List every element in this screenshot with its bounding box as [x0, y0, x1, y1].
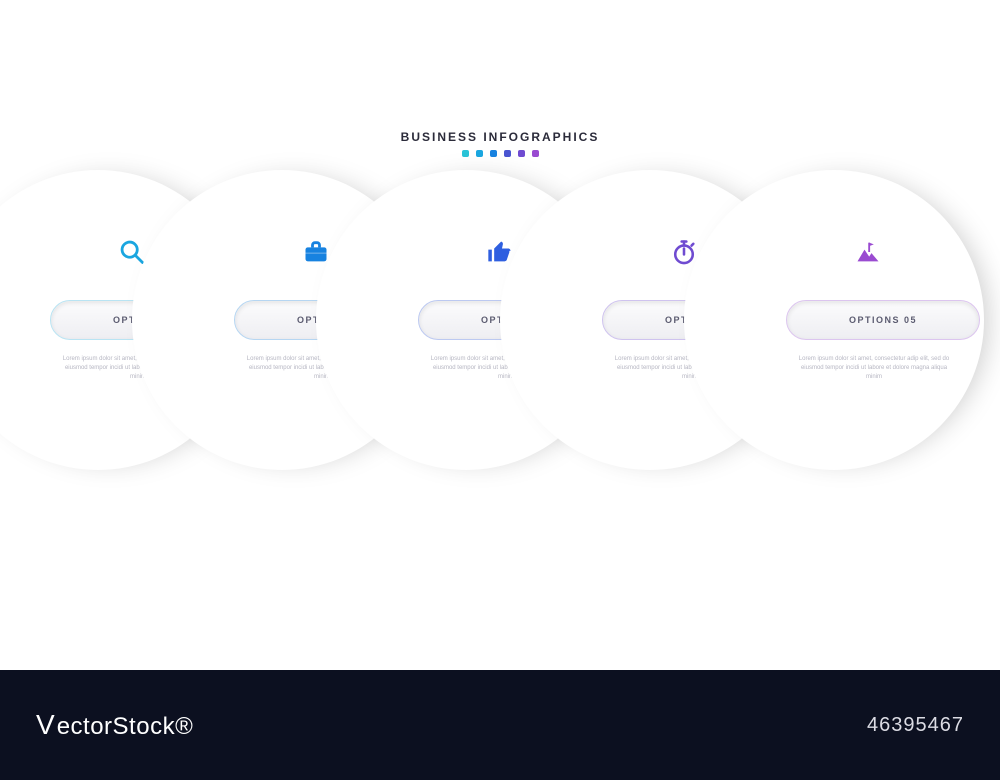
steps-track: OPTIONS 01 Lorem ipsum dolor sit amet, c…: [40, 210, 960, 450]
option-label: OPTIONS 05: [849, 315, 917, 325]
watermark-brand-v: V: [36, 709, 55, 741]
dot: [504, 150, 511, 157]
mountain-flag-icon: [776, 238, 960, 266]
dot: [476, 150, 483, 157]
page-title: BUSINESS INFOGRAPHICS: [0, 130, 1000, 144]
dot: [518, 150, 525, 157]
watermark-brand: VectorStock®: [36, 709, 193, 741]
step-5: OPTIONS 05 Lorem ipsum dolor sit amet, c…: [776, 210, 960, 450]
title-dots: [0, 150, 1000, 157]
infographic-canvas: BUSINESS INFOGRAPHICS OPTIONS 01 Lorem i…: [0, 0, 1000, 670]
dot: [532, 150, 539, 157]
option-pill-5: OPTIONS 05: [786, 300, 980, 340]
watermark-brand-rest: ectorStock®: [57, 713, 194, 741]
watermark-id: 46395467: [867, 714, 964, 737]
option-desc: Lorem ipsum dolor sit amet, consectetur …: [794, 355, 954, 382]
dot: [490, 150, 497, 157]
dot: [462, 150, 469, 157]
footer-bar: VectorStock® 46395467: [0, 670, 1000, 780]
